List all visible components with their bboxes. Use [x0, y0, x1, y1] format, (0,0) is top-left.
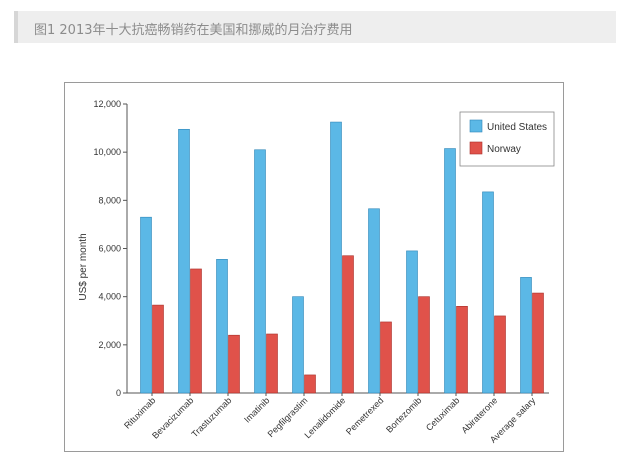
y-tick-label: 2,000 — [98, 340, 121, 350]
y-tick-label: 0 — [116, 388, 121, 398]
bar-united-states-trastuzumab — [216, 259, 228, 394]
legend-swatch-norway — [469, 141, 483, 155]
y-tick-label: 6,000 — [98, 244, 121, 254]
bar-united-states-cetuximab — [444, 148, 456, 394]
bar-norway-abiraterone — [494, 315, 506, 394]
bar-chart: 0 2,000 4,000 6,000 8,000 10,000 12,000 Rituxi… — [78, 99, 555, 445]
x-tick-label: Abiraterone — [459, 395, 499, 435]
legend-swatch-united-states — [469, 119, 483, 133]
bar-norway-pegfilgrastim — [304, 374, 316, 394]
legend: United States Norway — [459, 111, 555, 167]
x-tick-label: Imatinib — [242, 395, 271, 424]
x-tick-label: Cetuximab — [424, 395, 461, 432]
legend-label-united-states: United States — [487, 122, 547, 133]
bar-united-states-bortezomib — [406, 250, 418, 394]
y-tick-label: 8,000 — [98, 195, 121, 205]
bars-layer — [140, 121, 544, 394]
x-tick-label: Lenalidomide — [302, 395, 347, 440]
bar-norway-imatinib — [266, 333, 278, 394]
y-tick-label: 4,000 — [98, 292, 121, 302]
bar-norway-cetuximab — [456, 306, 468, 394]
bar-united-states-lenalidomide — [330, 121, 342, 394]
bar-united-states-pegfilgrastim — [292, 296, 304, 394]
bar-norway-lenalidomide — [342, 255, 354, 394]
x-tick-label: Pemetrexed — [344, 395, 385, 436]
bar-united-states-average-salary — [520, 277, 532, 394]
bar-united-states-rituximab — [140, 216, 152, 394]
bar-norway-bevacizumab — [190, 268, 202, 394]
bar-united-states-bevacizumab — [178, 128, 190, 394]
legend-label-norway: Norway — [487, 144, 521, 155]
figure-caption-bar: 图1 2013年十大抗癌畅销药在美国和挪威的月治疗费用 — [14, 11, 616, 43]
y-tick-label: 12,000 — [93, 99, 121, 109]
bar-norway-pemetrexed — [380, 321, 392, 394]
bar-norway-rituximab — [152, 304, 164, 394]
bar-norway-average-salary — [532, 292, 544, 394]
x-tick-label: Rituximab — [122, 395, 157, 430]
y-axis-label: US$ per month — [78, 233, 89, 300]
bar-united-states-abiraterone — [482, 191, 494, 394]
bar-norway-bortezomib — [418, 296, 430, 394]
figure-caption: 图1 2013年十大抗癌畅销药在美国和挪威的月治疗费用 — [34, 23, 353, 38]
bar-norway-trastuzumab — [228, 334, 240, 394]
bar-united-states-imatinib — [254, 149, 266, 394]
x-tick-label: Bortezomib — [384, 395, 423, 434]
bar-united-states-pemetrexed — [368, 208, 380, 394]
x-tick-label: Trastuzumab — [189, 395, 233, 439]
y-tick-label: 10,000 — [93, 147, 121, 157]
